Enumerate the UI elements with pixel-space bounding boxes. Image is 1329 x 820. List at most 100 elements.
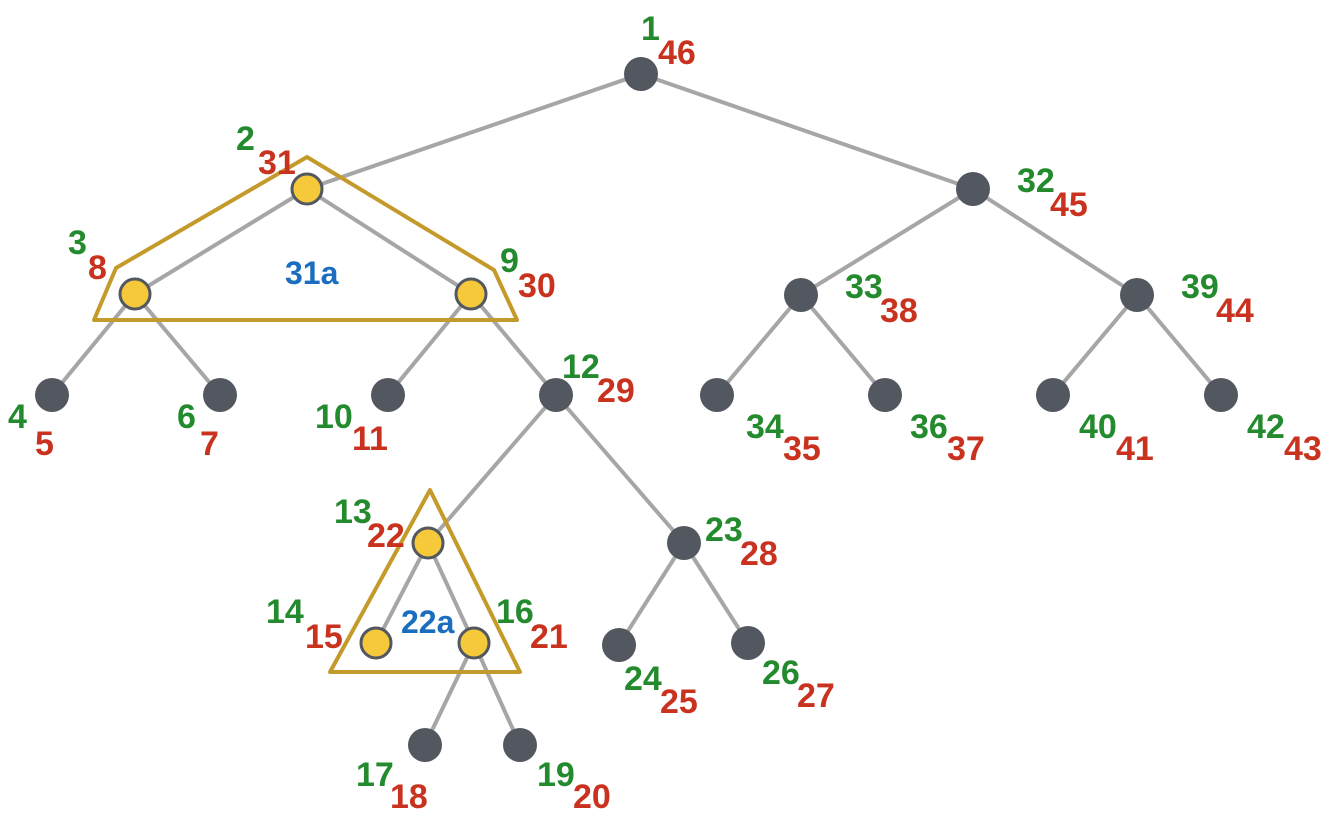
pre-number-label: 4 <box>8 398 27 436</box>
post-number-label: 11 <box>352 420 388 458</box>
pre-number-label: 9 <box>500 242 519 280</box>
pre-number-label: 6 <box>177 398 196 436</box>
node-9-highlighted <box>454 277 488 311</box>
node-36 <box>868 378 902 412</box>
post-number-label: 28 <box>740 535 778 573</box>
post-number-label: 41 <box>1116 430 1154 468</box>
pre-number-label: 26 <box>762 654 800 692</box>
post-number-label: 29 <box>597 372 635 410</box>
edge-n12-n23 <box>554 393 686 545</box>
edge-n16-n17 <box>423 641 476 747</box>
node-10 <box>371 378 405 412</box>
region-labels-layer: 31a 22a <box>285 255 455 640</box>
edge-n2-n9 <box>305 187 473 296</box>
node-6 <box>203 378 237 412</box>
pre-number-label: 12 <box>562 348 600 386</box>
node-17 <box>408 728 442 762</box>
edge-n39-n40 <box>1051 293 1139 397</box>
edge-n3-n6 <box>133 292 222 397</box>
pre-number-label: 34 <box>746 408 784 446</box>
pre-number-label: 24 <box>624 660 662 698</box>
region-label-31a: 31a <box>285 255 339 291</box>
post-number-label: 44 <box>1216 292 1254 330</box>
pre-number-label: 19 <box>537 756 575 794</box>
post-number-label: 21 <box>530 618 568 656</box>
node-19 <box>503 728 537 762</box>
pre-number-label: 17 <box>356 756 394 794</box>
post-number-label: 18 <box>390 778 428 816</box>
edge-n32-n39 <box>971 187 1139 297</box>
node-24 <box>602 628 636 662</box>
edges-layer <box>50 72 1223 747</box>
edge-n33-n36 <box>799 293 887 397</box>
edge-n32-n33 <box>799 187 975 297</box>
edge-n12-n13 <box>426 393 558 545</box>
post-number-label: 20 <box>573 778 611 816</box>
pre-number-label: 42 <box>1247 408 1285 446</box>
edge-n23-n24 <box>617 541 686 647</box>
post-number-label: 7 <box>200 425 219 463</box>
node-12 <box>539 378 573 412</box>
region-31a-outline <box>92 155 519 322</box>
pre-number-label: 39 <box>1181 268 1219 306</box>
post-number-label: 35 <box>783 430 821 468</box>
edge-n3-n4 <box>50 292 137 397</box>
node-34 <box>700 378 734 412</box>
post-number-label: 8 <box>88 249 107 287</box>
node-42 <box>1204 378 1238 412</box>
post-number-label: 22 <box>367 517 405 555</box>
node-23 <box>667 526 701 560</box>
edge-n2-n3 <box>133 187 309 296</box>
pre-number-label: 33 <box>845 268 883 306</box>
post-number-label: 25 <box>660 683 698 721</box>
node-3-highlighted <box>118 277 152 311</box>
node-13-highlighted <box>411 526 445 560</box>
post-number-label: 27 <box>797 677 835 715</box>
post-number-label: 37 <box>947 430 985 468</box>
edge-n9-n10 <box>386 292 473 397</box>
edge-n1-n32 <box>639 72 975 191</box>
pre-number-label: 3 <box>68 224 87 262</box>
pre-number-label: 36 <box>910 408 948 446</box>
nodes-layer <box>35 57 1238 762</box>
node-39 <box>1120 278 1154 312</box>
edge-n1-n2 <box>305 72 643 191</box>
region-22a-outline <box>328 488 522 674</box>
edge-n13-n14 <box>374 541 430 645</box>
edge-n39-n42 <box>1135 293 1223 397</box>
node-33 <box>784 278 818 312</box>
post-number-label: 43 <box>1284 430 1322 468</box>
post-number-label: 30 <box>518 267 556 305</box>
pre-number-label: 32 <box>1017 162 1055 200</box>
post-number-label: 38 <box>880 292 918 330</box>
node-1 <box>624 57 658 91</box>
edge-n23-n26 <box>682 541 750 645</box>
pre-number-label: 13 <box>334 493 372 531</box>
node-14-highlighted <box>359 626 393 660</box>
post-number-label: 45 <box>1050 186 1088 224</box>
post-number-label: 46 <box>658 34 696 72</box>
pre-number-label: 40 <box>1079 408 1117 446</box>
pre-number-label: 16 <box>496 593 534 631</box>
node-2-highlighted <box>290 172 324 206</box>
node-32 <box>956 172 990 206</box>
pre-number-label: 10 <box>315 398 353 436</box>
edge-n16-n19 <box>472 641 522 747</box>
node-16-highlighted <box>457 626 491 660</box>
pre-number-label: 23 <box>705 511 743 549</box>
post-number-label: 5 <box>35 425 54 463</box>
edge-n13-n16 <box>426 541 476 645</box>
region-label-22a: 22a <box>401 604 455 640</box>
edge-n9-n12 <box>469 292 558 397</box>
node-26 <box>731 626 765 660</box>
post-number-label: 31 <box>258 144 296 182</box>
post-number-label: 15 <box>305 618 343 656</box>
pre-number-label: 1 <box>641 10 660 48</box>
regions-layer <box>92 155 522 674</box>
pre-number-label: 2 <box>236 120 255 158</box>
node-4 <box>35 378 69 412</box>
node-40 <box>1036 378 1070 412</box>
pre-number-label: 14 <box>266 593 304 631</box>
